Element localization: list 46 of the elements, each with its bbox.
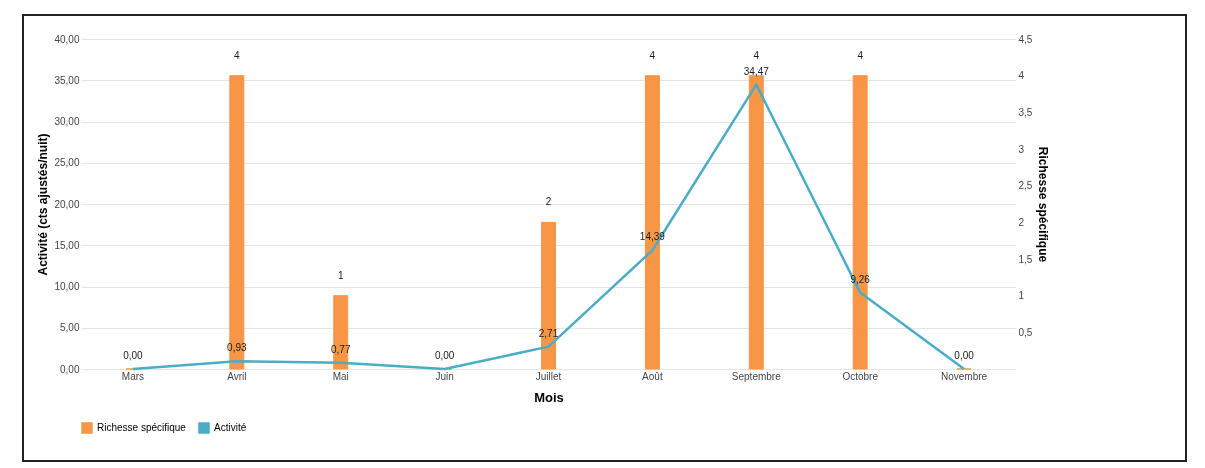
data-label: 4 xyxy=(753,49,760,61)
data-label: 0,00 xyxy=(123,350,144,361)
data-label: 0,00 xyxy=(954,350,975,361)
y2-axis-title: Richesse spécifique xyxy=(1036,146,1051,263)
data-label: 1 xyxy=(337,269,344,281)
y-tick-label: 0,00 xyxy=(60,363,80,375)
bar xyxy=(748,75,764,370)
y2-tick-label: 4,5 xyxy=(1018,33,1033,45)
y2-tick-label: 3 xyxy=(1018,143,1025,155)
x-axis-title: Mois xyxy=(534,389,564,405)
data-label: 4 xyxy=(649,49,656,61)
x-tick-label: Mars xyxy=(121,370,145,382)
data-label: 34,47 xyxy=(743,65,770,77)
y2-tick-label: 0,5 xyxy=(1018,326,1033,338)
y-tick-label: 10,00 xyxy=(54,281,80,292)
y2-tick-label: 3,5 xyxy=(1018,106,1033,118)
x-tick-label: Septembre xyxy=(731,370,782,382)
y-tick-label: 35,00 xyxy=(54,74,80,86)
x-tick-label: Mai xyxy=(332,370,349,382)
x-tick-label: Juin xyxy=(435,370,454,382)
x-tick-label: Avril xyxy=(227,370,247,382)
data-label: 4 xyxy=(857,49,864,61)
bar xyxy=(852,75,868,370)
data-label: 2 xyxy=(545,196,552,208)
y-tick-label: 30,00 xyxy=(54,116,80,127)
data-label: 0,00 xyxy=(434,350,455,361)
y2-tick-label: 1 xyxy=(1018,290,1025,302)
legend-label: Richesse spécifique xyxy=(97,422,187,433)
bar xyxy=(229,75,245,370)
y-tick-label: 20,00 xyxy=(54,198,80,210)
legend-label: Activité xyxy=(214,422,247,433)
x-tick-label: Novembre xyxy=(940,370,988,382)
y2-tick-label: 1,5 xyxy=(1018,253,1033,265)
y2-tick-label: 2,5 xyxy=(1018,180,1033,192)
bar xyxy=(541,221,556,370)
data-label: 4 xyxy=(234,49,241,61)
y-axis-title: Activité (cts ajustés/nuit) xyxy=(36,133,51,276)
y-tick-label: 5,00 xyxy=(60,322,80,334)
y-tick-label: 25,00 xyxy=(54,157,80,169)
y2-tick-label: 4 xyxy=(1018,70,1025,82)
y2-tick-label: 2 xyxy=(1018,216,1025,228)
y-tick-label: 40,00 xyxy=(54,33,80,45)
y-tick-label: 15,00 xyxy=(54,239,80,251)
x-tick-label: Juillet xyxy=(535,370,562,382)
x-tick-label: Octobre xyxy=(842,370,879,382)
x-tick-label: Août xyxy=(642,370,663,382)
